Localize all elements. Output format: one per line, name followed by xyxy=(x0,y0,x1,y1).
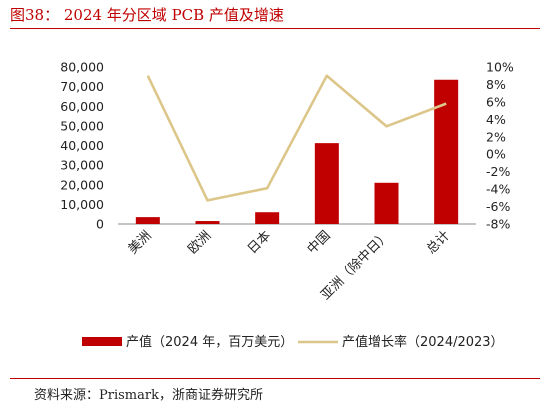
title-rule xyxy=(10,28,540,29)
x-tick-label: 日本 xyxy=(245,228,274,257)
combo-chart: 0 10,000 20,000 30,000 40,000 50,000 60,000 70,… xyxy=(60,60,514,351)
y-left-tick-label: 80,000 xyxy=(60,60,104,75)
y-right-tick-label: 10% xyxy=(486,60,514,75)
y-left-tick-label: 10,000 xyxy=(60,197,104,212)
y-right-tick-label: -2% xyxy=(486,164,510,179)
legend: 产值（2024 年，百万美元） 产值增长率（2024/2023） xyxy=(82,334,504,350)
y-right-tick-label: 2% xyxy=(486,129,506,144)
y-right-tick-label: 4% xyxy=(486,112,506,127)
bar-1 xyxy=(195,221,220,224)
x-tick-label: 总计 xyxy=(424,228,453,257)
source-note: 资料来源：Prismark，浙商证券研究所 xyxy=(34,388,263,403)
x-tick-label: 中国 xyxy=(305,228,334,257)
figure-title: 图38： 2024 年分区域 PCB 产值及增速 xyxy=(10,6,284,24)
y-right-tick-label: -6% xyxy=(486,199,510,214)
y-right-tick-label: -4% xyxy=(486,182,510,197)
legend-label-line: 产值增长率（2024/2023） xyxy=(342,334,504,350)
y-left-tick-label: 50,000 xyxy=(60,118,104,133)
y-left-tick-label: 0 xyxy=(96,217,104,232)
y-right-tick-label: 6% xyxy=(486,94,506,109)
y-right-tick-label: 0% xyxy=(486,147,506,162)
y-left-tick-label: 30,000 xyxy=(60,158,104,173)
bar-0 xyxy=(135,217,160,224)
y-left-tick-label: 70,000 xyxy=(60,79,104,94)
legend-swatch-bar xyxy=(82,337,122,346)
growth-line xyxy=(146,74,447,202)
x-tick-label: 美洲 xyxy=(126,228,155,257)
source-rule xyxy=(10,378,540,379)
y-right-tick-label: -8% xyxy=(486,217,510,232)
y-left-tick-label: 20,000 xyxy=(60,177,104,192)
y-right-tick-label: 8% xyxy=(486,77,506,92)
bar-5 xyxy=(434,79,459,224)
bars-layer xyxy=(135,79,459,224)
bar-4 xyxy=(374,182,399,224)
y-left-tick-label: 40,000 xyxy=(60,138,104,153)
x-tick-label: 欧洲 xyxy=(185,228,214,257)
line-layer xyxy=(146,74,447,202)
legend-label-bar: 产值（2024 年，百万美元） xyxy=(126,334,293,350)
axis-layer: 0 10,000 20,000 30,000 40,000 50,000 60,000 70,… xyxy=(60,60,514,232)
bar-2 xyxy=(255,212,280,224)
bar-3 xyxy=(314,143,339,224)
y-left-tick-label: 60,000 xyxy=(60,99,104,114)
